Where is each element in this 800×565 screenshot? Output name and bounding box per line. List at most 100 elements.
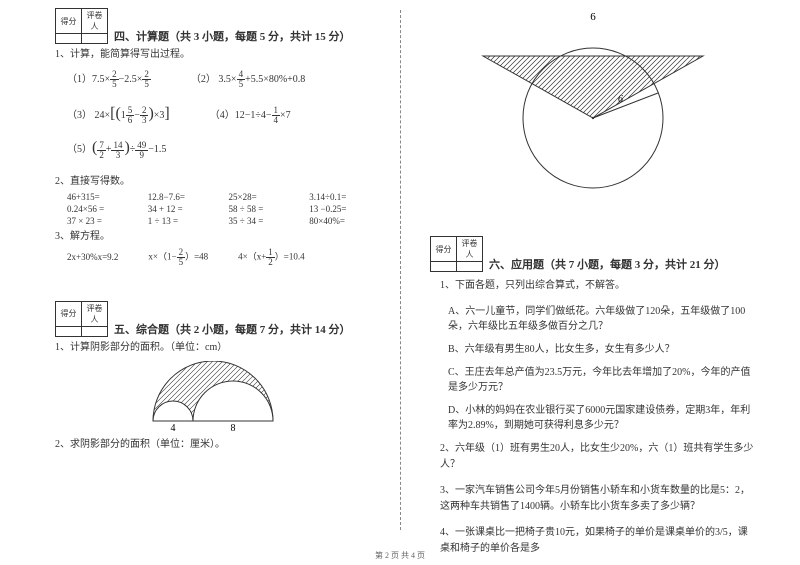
- e5-label: （5）: [67, 144, 92, 155]
- expr-3: （3） 24×[(156−23)×3]: [67, 105, 170, 125]
- expr-row-2: （3） 24×[(156−23)×3] （4）12−1÷4−14×7: [67, 105, 370, 125]
- left-column: 得分评卷人 四、计算题（共 3 小题，每题 5 分，共计 15 分） 1、计算，…: [0, 0, 400, 545]
- s6-q1d: D、小林的妈妈在农业银行买了6000元国家建设债券，定期3年，年利率为2.89%…: [448, 403, 755, 433]
- score-label: 得分: [56, 9, 82, 34]
- expr-1: （1）7.5×25−2.5×25: [67, 70, 151, 89]
- s5-q2: 2、求阴影部分的面积（单位：厘米）。: [55, 437, 370, 452]
- score-label: 得分: [56, 301, 82, 326]
- frac: 12: [266, 248, 275, 267]
- expr-2: （2） 3.5×45+5.5×80%+0.8: [191, 70, 305, 89]
- e3-a: 24×: [95, 110, 111, 121]
- den: 5: [237, 80, 246, 89]
- expr-row-3: （5）(72+143)÷499−1.5: [67, 139, 370, 159]
- e4-tail: ×7: [280, 110, 291, 121]
- grader-label: 评卷人: [457, 237, 483, 262]
- score-cell: [431, 262, 457, 272]
- fig-label-a: 4: [170, 423, 175, 433]
- frac: 72: [97, 141, 106, 160]
- m: 37 × 23 =: [67, 216, 128, 226]
- score-cell: [56, 326, 82, 336]
- fig-label-b: 8: [230, 423, 235, 433]
- den: 5: [110, 80, 119, 89]
- top-label: 6: [590, 11, 596, 23]
- den: 9: [135, 151, 148, 160]
- eq3: 4×（x+12）=10.4: [238, 248, 304, 267]
- m: 3.14÷0.1=: [309, 192, 370, 202]
- score-box-4: 得分评卷人 四、计算题（共 3 小题，每题 5 分，共计 15 分）: [55, 8, 370, 44]
- score-table: 得分评卷人: [430, 236, 483, 272]
- m: 58 ÷ 58 =: [229, 204, 290, 214]
- expr-4: （4）12−1÷4−14×7: [210, 106, 291, 125]
- e5-tail: −1.5: [148, 144, 166, 155]
- e2-label: （2）: [191, 74, 216, 85]
- t: ）=10.4: [275, 251, 305, 261]
- m: 80×40%=: [309, 216, 370, 226]
- den: 5: [142, 80, 151, 89]
- score-box-5: 得分评卷人 五、综合题（共 2 小题，每题 7 分，共计 14 分）: [55, 301, 370, 337]
- score-box-6: 得分评卷人 六、应用题（共 7 小题，每题 3 分，共计 21 分）: [430, 236, 755, 272]
- center-dot: [591, 117, 593, 119]
- e2-a: 3.5×: [218, 74, 236, 85]
- score-label: 得分: [431, 237, 457, 262]
- s6-q2: 2、六年级（1）班有男生20人，比女生少20%，六（1）班共有学生多少人？: [440, 441, 755, 473]
- t: 4×（x+: [238, 251, 266, 261]
- score-table: 得分评卷人: [55, 8, 108, 44]
- mental-row: 37 × 23 = 1 ÷ 13 = 35 ÷ 34 = 80×40%=: [67, 216, 370, 226]
- s6-q1b: B、六年级有男生80人，比女生多，女生有多少人？: [448, 342, 755, 357]
- frac: 25: [177, 248, 186, 267]
- den: 3: [111, 151, 124, 160]
- frac: 25: [110, 70, 119, 89]
- s6-q1: 1、下面各题，只列出综合算式，不解答。: [440, 278, 755, 294]
- e3-label: （3）: [67, 110, 92, 121]
- section6-title: 六、应用题（共 7 小题，每题 3 分，共计 21 分）: [489, 256, 726, 272]
- frac: 499: [135, 141, 148, 160]
- figure-semicircle: 4 8: [133, 361, 293, 433]
- op: ×3: [154, 110, 165, 121]
- m: 34 + 12 =: [148, 204, 209, 214]
- section5-title: 五、综合题（共 2 小题，每题 7 分，共计 14 分）: [114, 321, 351, 337]
- m: 13 −0.25=: [309, 204, 370, 214]
- den: 2: [266, 258, 275, 267]
- m: 25×28=: [229, 192, 290, 202]
- grader-label: 评卷人: [82, 301, 108, 326]
- eq1: 2x+30%x=9.2: [67, 252, 118, 262]
- e1-mid: −2.5×: [119, 74, 143, 85]
- mental-row: 0.24×56 = 34 + 12 = 58 ÷ 58 = 13 −0.25=: [67, 204, 370, 214]
- m: 12.8−7.6=: [148, 192, 209, 202]
- e2-b: +5.5×80%+0.8: [245, 74, 305, 85]
- m: 35 ÷ 34 =: [229, 216, 290, 226]
- section4-title: 四、计算题（共 3 小题，每题 5 分，共计 15 分）: [114, 28, 351, 44]
- right-column: 6 6 得分评卷人 六、应用题（共 7 小题，每题 3 分，共计 21 分）: [400, 0, 800, 545]
- q3-title: 3、解方程。: [55, 229, 370, 244]
- radius-label: 6: [618, 94, 623, 105]
- e4-label: （4）12−1÷4−: [210, 110, 272, 121]
- rbracket: ]: [164, 105, 169, 122]
- score-table: 得分评卷人: [55, 301, 108, 337]
- expr-row-1: （1）7.5×25−2.5×25 （2） 3.5×45+5.5×80%+0.8: [67, 70, 370, 89]
- frac: 14: [272, 106, 281, 125]
- frac: 45: [237, 70, 246, 89]
- m: 0.24×56 =: [67, 204, 128, 214]
- t: ）=48: [185, 251, 208, 261]
- s6-q1a: A、六一儿童节，同学们做纸花。六年级做了120朵，五年级做了100朵，六年级比五…: [448, 304, 755, 334]
- m: 1 ÷ 13 =: [148, 216, 209, 226]
- frac: 25: [142, 70, 151, 89]
- e1-label: （1）7.5×: [67, 74, 110, 85]
- den: 2: [97, 151, 106, 160]
- expr-5: （5）(72+143)÷499−1.5: [67, 139, 166, 159]
- eq-row: 2x+30%x=9.2 x×（1−25）=48 4×（x+12）=10.4: [67, 248, 370, 267]
- mental-row: 46+315= 12.8−7.6= 25×28= 3.14÷0.1=: [67, 192, 370, 202]
- score-cell: [56, 34, 82, 44]
- s6-q3: 3、一家汽车销售公司今年5月份销售小轿车和小货车数量的比是5：2，这两种车共销售…: [440, 483, 755, 515]
- den: 5: [177, 258, 186, 267]
- grader-label: 评卷人: [82, 9, 108, 34]
- frac: 143: [111, 141, 124, 160]
- s5-q1: 1、计算阴影部分的面积。（单位：cm）: [55, 340, 370, 355]
- m: 46+315=: [67, 192, 128, 202]
- grader-cell: [82, 34, 108, 44]
- s6-q1c: C、王庄去年总产值为23.5万元，今年比去年增加了20%，今年的产值是多少万元？: [448, 365, 755, 395]
- q1-title: 1、计算，能简算得写出过程。: [55, 47, 370, 62]
- grader-cell: [457, 262, 483, 272]
- grader-cell: [82, 326, 108, 336]
- t: x×（1−: [148, 251, 176, 261]
